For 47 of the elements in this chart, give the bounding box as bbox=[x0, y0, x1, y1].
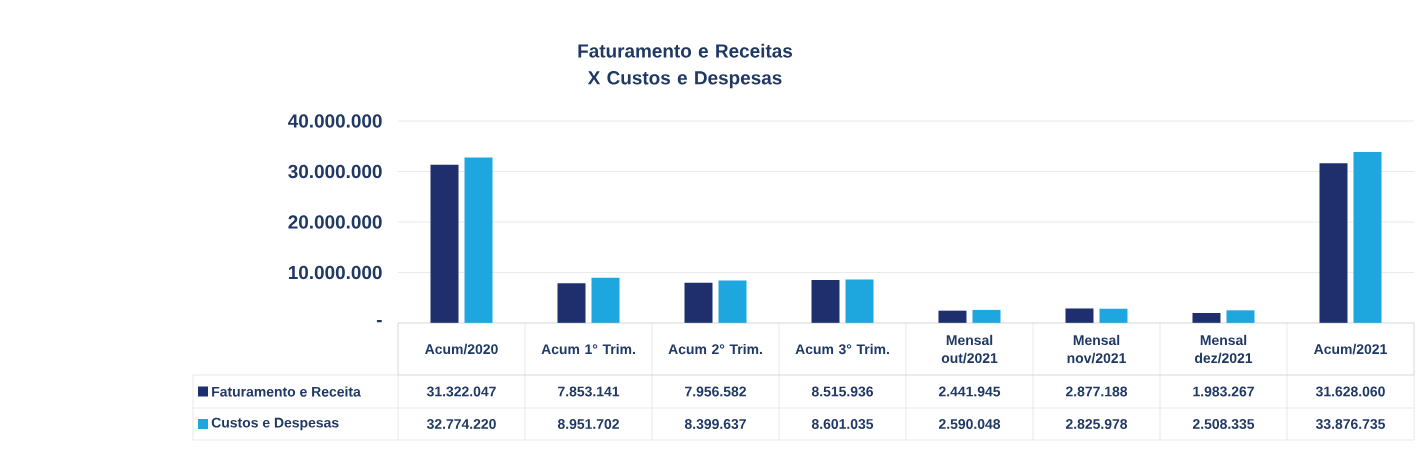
x-tick-label: Mensal out/2021 bbox=[941, 334, 998, 364]
y-tick-label: 30.000.000 bbox=[288, 164, 382, 179]
bar bbox=[557, 283, 586, 323]
bar bbox=[1353, 151, 1382, 323]
data-label: 8.951.702 bbox=[557, 419, 619, 429]
bar bbox=[845, 279, 874, 323]
bar bbox=[464, 157, 493, 323]
bar bbox=[430, 164, 459, 323]
data-label: 2.877.188 bbox=[1065, 386, 1128, 397]
x-tick-label: Acum/2021 bbox=[1314, 343, 1387, 355]
bar bbox=[811, 279, 840, 323]
data-label: 32.774.220 bbox=[426, 419, 496, 429]
bar bbox=[684, 282, 713, 323]
data-label: 8.399.637 bbox=[684, 419, 746, 429]
bar bbox=[591, 277, 620, 323]
y-tick-label: 40.000.000 bbox=[288, 114, 382, 128]
data-label: 8.515.936 bbox=[811, 386, 874, 397]
data-label: 7.853.141 bbox=[558, 386, 620, 397]
bar bbox=[718, 280, 747, 323]
bar bbox=[1065, 308, 1094, 323]
x-tick-label: Acum 3° Trim. bbox=[795, 343, 889, 355]
x-tick-label: Mensal dez/2021 bbox=[1195, 334, 1253, 364]
y-tick-label: 10.000.000 bbox=[288, 265, 382, 280]
bar bbox=[1226, 310, 1255, 323]
x-tick-label: Acum/2020 bbox=[425, 343, 498, 355]
bar bbox=[1192, 312, 1221, 323]
chart-title: Faturamento e Receitas X Custos e Despesas bbox=[578, 43, 793, 89]
data-label: 31.628.060 bbox=[1315, 386, 1385, 397]
data-label: 2.508.335 bbox=[1192, 419, 1255, 429]
data-label: 7.956.582 bbox=[685, 386, 746, 397]
data-label: 2.825.978 bbox=[1065, 419, 1128, 429]
y-tick-label: 20.000.000 bbox=[288, 215, 382, 229]
x-tick-label: Mensal nov/2021 bbox=[1067, 334, 1126, 364]
legend-label: Custos e Despesas bbox=[211, 417, 339, 431]
bar bbox=[1099, 308, 1128, 323]
bar bbox=[972, 309, 1001, 323]
data-label: 31.322.047 bbox=[426, 386, 496, 397]
x-tick-label: Acum 2° Trim. bbox=[668, 343, 762, 355]
data-label: 2.590.048 bbox=[938, 419, 1001, 429]
legend-label: Faturamento e Receita bbox=[212, 386, 361, 397]
y-tick-label: - bbox=[376, 319, 382, 323]
data-label: 2.441.945 bbox=[938, 386, 1001, 397]
data-label: 33.876.735 bbox=[1315, 419, 1386, 429]
bar bbox=[1319, 163, 1348, 323]
data-label: 1.983.267 bbox=[1193, 386, 1254, 397]
data-label: 8.601.035 bbox=[811, 419, 874, 429]
x-tick-label: Acum 1° Trim. bbox=[541, 343, 635, 355]
